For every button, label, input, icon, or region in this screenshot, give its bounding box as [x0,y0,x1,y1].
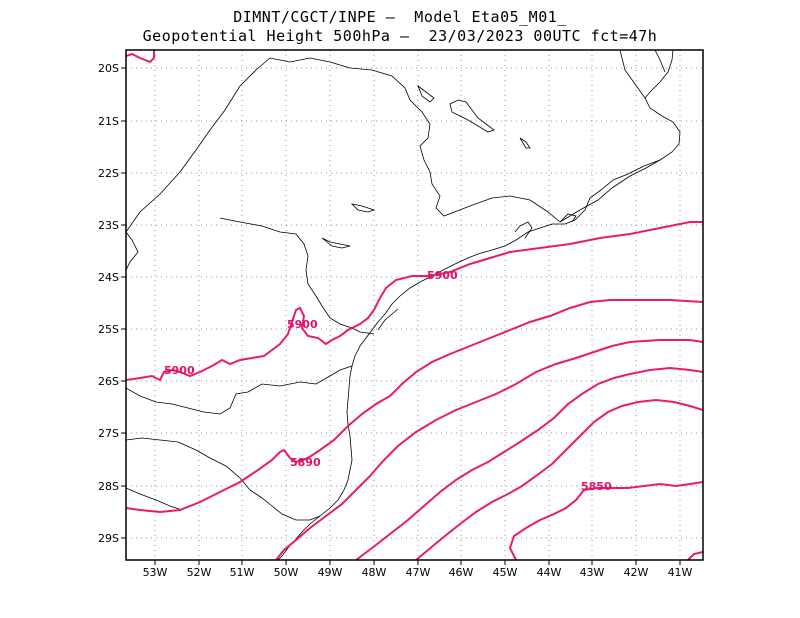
lon-label: 44W [537,566,562,579]
border-west-rs [126,487,183,511]
border-sp-mg [239,57,561,223]
lat-label: 27S [98,427,119,440]
contour-5890 [126,299,703,514]
coastline [277,50,681,560]
contour-5900-main [126,221,703,382]
contour-5870 [355,366,703,560]
lon-label: 52W [187,566,212,579]
lon-labels: 53W 52W 51W 50W 49W 48W 47W 46W 45W 44W … [143,566,693,579]
lon-label: 48W [362,566,387,579]
lat-label: 23S [98,219,119,232]
lon-label: 42W [624,566,649,579]
contour-5850 [508,481,703,560]
grid [126,50,703,560]
lon-label: 51W [230,566,255,579]
estuary-parana [377,308,399,331]
estuary-guanabara [514,221,533,239]
lat-label: 21S [98,115,119,128]
title-line-2: Geopotential Height 500hPa – 23/03/2023 … [142,27,658,45]
lon-label: 53W [143,566,168,579]
lon-label: 43W [580,566,605,579]
lat-label: 22S [98,167,119,180]
lat-label: 28S [98,480,119,493]
lon-label: 49W [318,566,343,579]
border-pr-ms [126,231,139,271]
label-5890: 5890 [290,456,321,469]
lon-label: 46W [449,566,474,579]
lat-label: 26S [98,375,119,388]
label-5850: 5850 [581,480,612,493]
reservoir-4 [321,237,351,249]
reservoir-3 [350,203,376,213]
border-sp-pr [219,217,375,335]
label-5900-a: 5900 [427,269,458,282]
border-sp-ms [126,85,241,233]
contour-5880 [275,339,703,560]
contour-5840 [687,551,703,560]
lat-label: 24S [98,271,119,284]
border-rj-es [654,50,666,73]
border-pr-sc [126,365,353,415]
contour-5860 [415,398,703,560]
reservoir-furnas [449,99,495,133]
contour-5900-north [126,50,155,64]
lat-labels: 20S 21S 22S 23S 24S 25S 26S 27S 28S 29S [98,62,119,545]
border-mg-east [559,159,661,223]
plot-frame [125,49,704,561]
reservoir-5 [519,137,531,149]
lat-label: 29S [98,532,119,545]
lon-label: 41W [668,566,693,579]
lat-label: 20S [98,62,119,75]
lat-label: 25S [98,323,119,336]
contour-label-group: 5900 5900 5900 5890 5850 [164,269,612,493]
lon-label: 50W [274,566,299,579]
label-5900-b: 5900 [287,318,318,331]
border-mg-rj-es [619,50,646,99]
ticks [121,67,681,565]
lon-label: 47W [406,566,431,579]
lon-label: 45W [493,566,518,579]
title-line-1: DIMNT/CGCT/INPE – Model Eta05_M01_ [233,8,567,26]
reservoir-2 [417,84,435,103]
border-sc-rs [126,437,321,521]
label-5900-c: 5900 [164,364,195,377]
contours [126,50,703,560]
